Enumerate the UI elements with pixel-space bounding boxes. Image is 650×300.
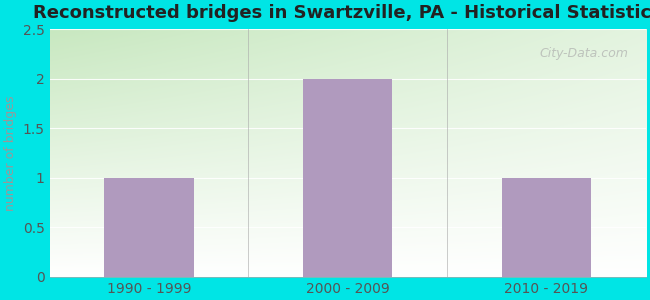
Bar [303,79,393,277]
Title: Reconstructed bridges in Swartzville, PA - Historical Statistics: Reconstructed bridges in Swartzville, PA… [33,4,650,22]
Bar [502,178,592,277]
Text: City-Data.com: City-Data.com [539,46,628,60]
Bar [104,178,194,277]
Y-axis label: number of bridges: number of bridges [4,95,17,211]
